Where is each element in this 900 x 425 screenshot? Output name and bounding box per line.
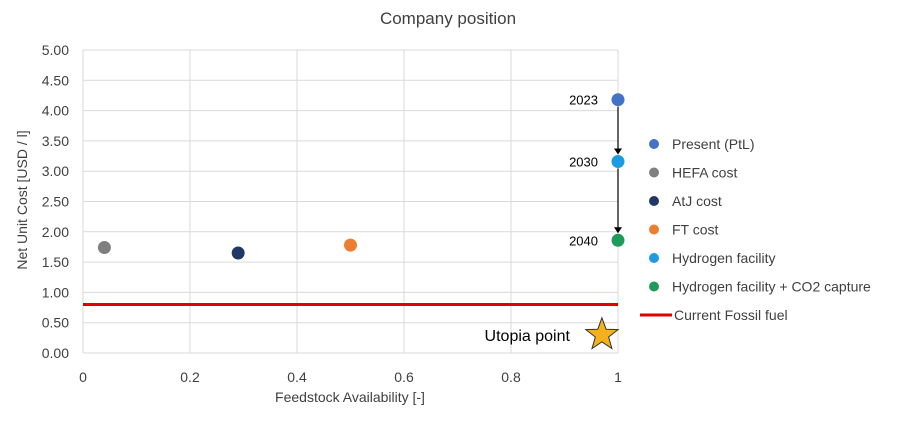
- year-label-2040: 2040: [569, 233, 598, 248]
- y-tick-label: 3.00: [42, 163, 69, 179]
- year-label-2023: 2023: [569, 93, 598, 108]
- chart-title: Company position: [380, 9, 516, 28]
- annotations: 2023 2030 2040 Utopia point: [485, 93, 620, 350]
- x-axis-title: Feedstock Availability [-]: [275, 389, 425, 405]
- arrow-head: [614, 148, 622, 155]
- legend-label-ft-cost: FT cost: [672, 222, 719, 238]
- y-tick-label: 2.50: [42, 194, 69, 210]
- legend-swatch-ft-cost: [649, 224, 659, 235]
- data-points: [97, 93, 625, 260]
- utopia-point-label: Utopia point: [485, 328, 571, 345]
- legend-label-present-ptl: Present (PtL): [672, 136, 754, 152]
- legend: Present (PtL) HEFA cost AtJ cost FT cost Hyd…: [640, 136, 871, 323]
- gridlines: [82, 49, 619, 354]
- point-hydrogen-facility: [611, 155, 625, 169]
- point-atj-cost: [231, 246, 245, 260]
- y-tick-label: 5.00: [42, 42, 69, 58]
- legend-swatch-present-ptl: [649, 139, 659, 149]
- legend-label-hydrogen-facility: Hydrogen facility: [672, 250, 776, 266]
- tick-labels: 0.00 0.50 1.00 1.50 2.00 2.50 3.00 3.50 4.00 4.50…: [42, 42, 622, 385]
- legend-label-current-fossil-fuel: Current Fossil fuel: [674, 307, 788, 323]
- y-tick-label: 4.00: [42, 103, 69, 119]
- legend-label-hefa-cost: HEFA cost: [672, 165, 737, 181]
- x-tick-label: 0.6: [394, 369, 414, 385]
- y-tick-label: 4.50: [42, 72, 69, 88]
- y-tick-label: 0.00: [42, 345, 69, 361]
- x-tick-label: 0.2: [180, 369, 200, 385]
- legend-label-atj-cost: AtJ cost: [672, 193, 722, 209]
- point-present-ptl: [611, 93, 625, 107]
- point-hydrogen-facility-co2-capture: [611, 233, 625, 247]
- y-axis-title: Net Unit Cost [USD / l]: [14, 130, 30, 269]
- y-tick-label: 3.50: [42, 133, 69, 149]
- legend-label-hydrogen-facility-co2-capture: Hydrogen facility + CO2 capture: [672, 279, 871, 295]
- legend-swatch-atj-cost: [649, 196, 659, 206]
- legend-swatch-hydrogen-facility: [649, 253, 659, 263]
- y-tick-label: 2.00: [42, 224, 69, 240]
- year-label-2030: 2030: [569, 155, 598, 170]
- y-tick-label: 1.00: [42, 284, 69, 300]
- x-tick-label: 0.4: [287, 369, 307, 385]
- arrow-head: [614, 227, 622, 234]
- y-tick-label: 0.50: [42, 315, 69, 331]
- arrow-layer: [614, 106, 622, 234]
- legend-swatch-hydrogen-facility-co2-capture: [649, 281, 659, 292]
- point-hefa-cost: [97, 241, 111, 255]
- x-tick-label: 0.8: [501, 369, 521, 385]
- y-tick-label: 1.50: [42, 254, 69, 270]
- x-tick-label: 0: [79, 369, 87, 385]
- utopia-star-icon: [584, 316, 620, 350]
- legend-swatch-hefa-cost: [649, 167, 659, 178]
- x-tick-label: 1: [614, 369, 622, 385]
- point-ft-cost: [344, 238, 357, 252]
